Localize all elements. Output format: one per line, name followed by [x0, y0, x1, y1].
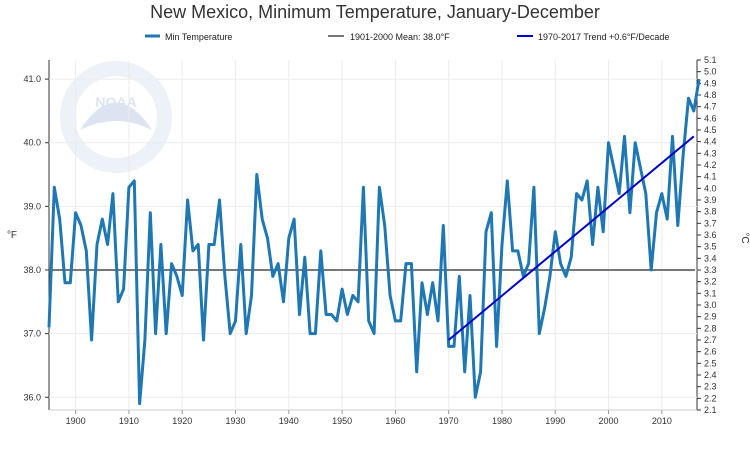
- y-tick-labels: 36.0 37.0 38.0 39.0 40.0 41.0: [23, 74, 49, 402]
- y2-tick-label: 2.8: [704, 323, 717, 333]
- x-tick-label: 1910: [119, 416, 139, 426]
- x-tick-label: 1990: [545, 416, 565, 426]
- y2-tick-label: 5.0: [704, 67, 717, 77]
- legend-label-mean: 1901-2000 Mean: 38.0°F: [350, 32, 450, 42]
- y2-tick-label: 4.0: [704, 183, 717, 193]
- y2-tick-label: 4.4: [704, 137, 717, 147]
- y2-tick-label: 3.6: [704, 230, 717, 240]
- x-tick-label: 1970: [439, 416, 459, 426]
- y2-tick-label: 3.2: [704, 277, 717, 287]
- y2-tick-label: 4.8: [704, 90, 717, 100]
- y2-tick-label: 3.3: [704, 265, 717, 275]
- x-tick-label: 1960: [385, 416, 405, 426]
- series-lines: [47, 78, 701, 406]
- legend-item-mean[interactable]: 1901-2000 Mean: 38.0°F: [328, 32, 450, 42]
- x-tick-label: 2000: [599, 416, 619, 426]
- y-axis-unit-left: °F: [7, 230, 17, 241]
- x-tick-label: 1930: [225, 416, 245, 426]
- y-tick-label: 37.0: [23, 329, 41, 339]
- y2-tick-label: 3.4: [704, 253, 717, 263]
- trend-line: [448, 135, 695, 341]
- y-tick-label: 40.0: [23, 138, 41, 148]
- y2-tick-label: 3.5: [704, 242, 717, 252]
- y2-tick-label: 3.8: [704, 207, 717, 217]
- y2-tick-label: 4.9: [704, 78, 717, 88]
- y2-tick-label: 4.5: [704, 125, 717, 135]
- y2-tick-label: 4.1: [704, 172, 717, 182]
- x-tick-label: 2010: [652, 416, 672, 426]
- y2-tick-label: 4.3: [704, 148, 717, 158]
- legend-item-trend[interactable]: 1970-2017 Trend +0.6°F/Decade: [517, 32, 669, 42]
- y2-tick-label: 3.1: [704, 288, 717, 298]
- y2-tick-label: 4.2: [704, 160, 717, 170]
- y2-tick-label: 3.7: [704, 218, 717, 228]
- y-tick-label: 36.0: [23, 392, 41, 402]
- legend: Min Temperature 1901-2000 Mean: 38.0°F 1…: [145, 32, 669, 42]
- chart-title: New Mexico, Minimum Temperature, January…: [150, 2, 600, 22]
- min-temperature-line: [47, 78, 701, 406]
- y-tick-label: 39.0: [23, 201, 41, 211]
- y2-tick-label: 2.4: [704, 370, 717, 380]
- x-tick-label: 1920: [172, 416, 192, 426]
- y-tick-label: 38.0: [23, 265, 41, 275]
- y2-tick-label: 4.6: [704, 113, 717, 123]
- y2-tick-label: 2.2: [704, 393, 717, 403]
- y2-tick-label: 5.1: [704, 55, 717, 65]
- y2-tick-label: 3.9: [704, 195, 717, 205]
- y2-tick-label: 2.5: [704, 358, 717, 368]
- x-tick-labels: 1900 1910 1920 1930 1940 1950 1960 1970 1980 1990…: [66, 410, 672, 426]
- y2-tick-label: 2.1: [704, 405, 717, 415]
- y-axis-unit-right: °C: [739, 232, 750, 243]
- y2-tick-label: 3.0: [704, 300, 717, 310]
- legend-label-min-temperature: Min Temperature: [165, 32, 232, 42]
- noaa-logo-text: NOAA: [95, 94, 136, 110]
- x-tick-label: 1950: [332, 416, 352, 426]
- y2-tick-label: 2.3: [704, 382, 717, 392]
- x-tick-label: 1940: [279, 416, 299, 426]
- y2-tick-label: 2.6: [704, 347, 717, 357]
- y2-tick-label: 4.7: [704, 102, 717, 112]
- legend-label-trend: 1970-2017 Trend +0.6°F/Decade: [538, 32, 669, 42]
- x-tick-label: 1980: [492, 416, 512, 426]
- x-tick-label: 1900: [66, 416, 86, 426]
- y2-tick-labels: 2.1 2.22.3 2.4 2.52.6 2.7 2.82.9 3.0 3.13.2 3.3 3…: [697, 55, 717, 415]
- y-tick-label: 41.0: [23, 74, 41, 84]
- legend-item-min-temperature[interactable]: Min Temperature: [145, 32, 232, 42]
- y2-tick-label: 2.9: [704, 312, 717, 322]
- noaa-logo-watermark: NOAA: [60, 61, 172, 173]
- y2-tick-label: 2.7: [704, 335, 717, 345]
